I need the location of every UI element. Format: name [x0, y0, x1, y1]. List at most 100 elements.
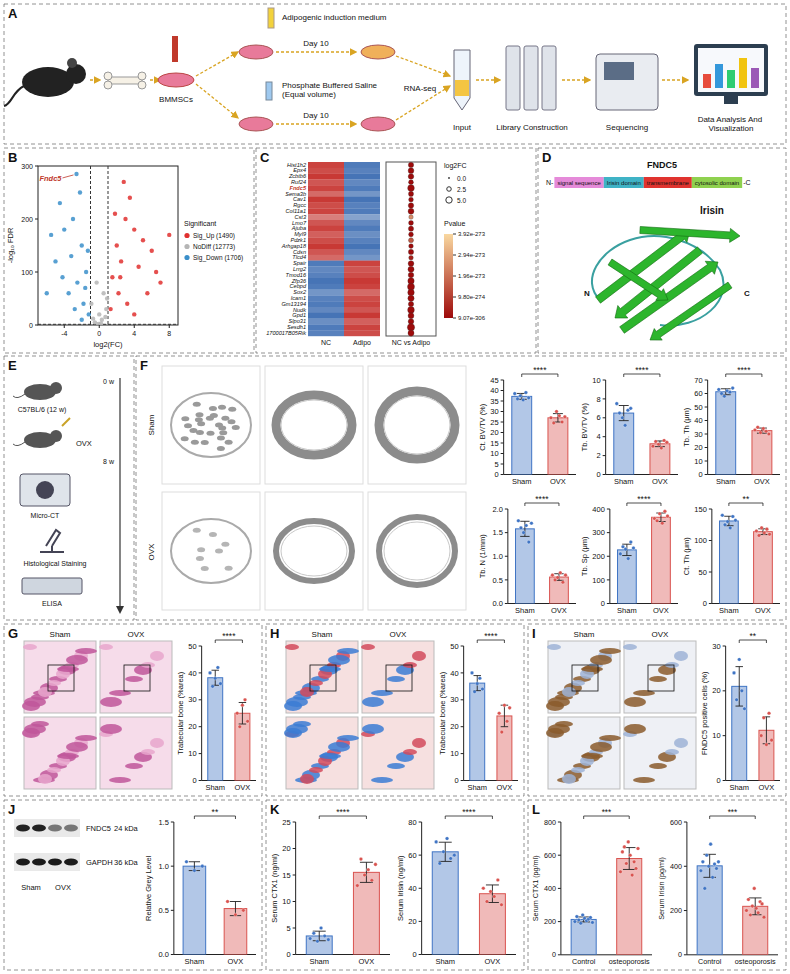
axis-title: Tb. Th (μm)	[682, 407, 691, 447]
cell	[308, 307, 344, 313]
point	[527, 540, 531, 544]
point	[549, 416, 553, 420]
point	[551, 573, 555, 577]
cell	[344, 232, 380, 238]
label: -C	[743, 179, 750, 186]
tick-label: 10	[282, 897, 290, 906]
band	[32, 825, 46, 832]
category-label: Sham	[614, 477, 634, 486]
elisa-icon	[22, 578, 82, 594]
tick-label: 10	[188, 749, 196, 758]
label: 0 w	[103, 378, 115, 385]
tick	[35, 272, 38, 273]
tick-label: 0	[716, 776, 720, 785]
timeline-head	[116, 606, 124, 614]
bubble	[409, 255, 414, 260]
band	[16, 859, 30, 866]
axis-title: Trabecular bone (%area)	[176, 671, 185, 755]
error-bar	[212, 670, 219, 685]
tissue	[99, 644, 113, 650]
tissue	[125, 676, 143, 682]
tick	[705, 380, 708, 381]
point	[623, 845, 627, 849]
domain-label: signal sequence	[557, 180, 601, 186]
ct-shape	[209, 406, 217, 411]
micrograph	[362, 641, 434, 713]
tick	[558, 822, 561, 823]
cell	[344, 185, 380, 191]
tick	[501, 464, 504, 465]
tissue	[38, 774, 52, 784]
domain-label: transmembrane	[647, 180, 690, 186]
tissue	[109, 777, 131, 783]
panel-frame	[4, 4, 786, 144]
bar-chart: Trabecular bone (%area)01020304050ShamOV…	[176, 631, 256, 792]
cell	[344, 249, 380, 255]
point	[473, 690, 477, 694]
band	[48, 859, 62, 866]
cell	[308, 330, 344, 336]
tick-label: 6	[596, 413, 600, 422]
bar	[697, 866, 722, 955]
tissue	[66, 742, 88, 752]
point	[492, 895, 496, 899]
tissue	[337, 735, 359, 741]
bar-chart: FNDC5 positive cells (%)0102030ShamOVX**	[700, 631, 780, 792]
plot-area	[512, 391, 568, 475]
category-label: Sham	[716, 477, 736, 486]
bubble	[408, 313, 414, 319]
bubble	[408, 226, 413, 231]
cell	[344, 272, 380, 278]
tick-label: 0	[494, 470, 498, 479]
bar	[432, 852, 458, 955]
label: Sham	[21, 883, 41, 892]
ct-shape	[195, 412, 203, 417]
point	[78, 190, 82, 194]
tick	[501, 380, 504, 381]
tick-label: 0	[286, 950, 290, 959]
cell	[308, 191, 344, 197]
tissue	[47, 767, 61, 773]
mouse-icon	[50, 430, 62, 442]
point	[756, 911, 760, 915]
point	[125, 302, 129, 306]
inset-box	[48, 665, 74, 691]
tick-label: 100	[592, 576, 605, 585]
bubble	[409, 220, 414, 225]
point	[500, 903, 504, 907]
point	[666, 514, 670, 518]
cell	[308, 214, 344, 220]
y-axis	[295, 822, 296, 955]
bubble	[408, 185, 415, 192]
significance: **	[212, 807, 219, 817]
significance: ****	[533, 365, 547, 375]
tick	[35, 325, 38, 326]
label: Adipogenic induction medium	[282, 13, 387, 22]
point	[728, 390, 732, 394]
tick	[461, 646, 464, 647]
point	[555, 410, 559, 414]
tick	[603, 398, 606, 399]
tick	[199, 672, 202, 673]
point	[497, 711, 501, 715]
label: OVX	[147, 543, 156, 561]
plot-area	[720, 514, 773, 604]
tick-label: 20	[188, 722, 196, 731]
tick	[607, 579, 610, 580]
error-bar	[749, 898, 762, 915]
tissue	[309, 767, 323, 773]
point	[80, 243, 84, 247]
cell	[344, 237, 380, 243]
significance: ****	[222, 631, 236, 641]
point	[74, 172, 78, 176]
y-axis	[707, 380, 708, 475]
significance: ****	[535, 494, 549, 504]
point	[123, 217, 127, 221]
tissue	[581, 666, 603, 672]
tick	[705, 447, 708, 448]
tissue	[581, 753, 603, 759]
point	[762, 531, 766, 535]
tick	[558, 855, 561, 856]
ct-shape	[228, 407, 236, 412]
point	[370, 879, 374, 883]
